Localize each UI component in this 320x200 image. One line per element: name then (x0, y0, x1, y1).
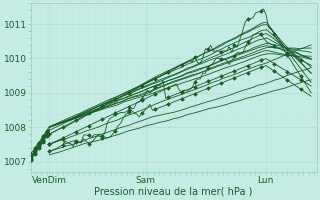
X-axis label: Pression niveau de la mer( hPa ): Pression niveau de la mer( hPa ) (94, 187, 253, 197)
